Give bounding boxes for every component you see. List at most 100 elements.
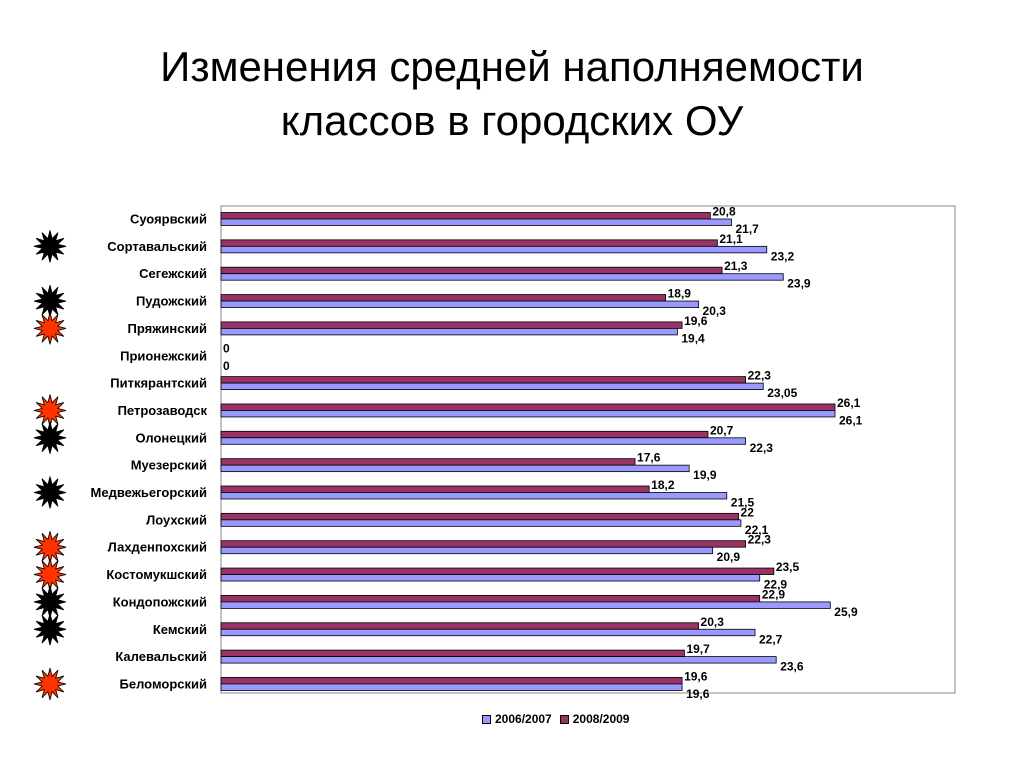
value-label-2006-2007: 22,7 <box>759 632 783 646</box>
black-star-marker-icon <box>33 285 67 318</box>
value-label-2006-2007: 21,5 <box>731 496 755 510</box>
bar-2008-2009 <box>220 540 747 548</box>
black-star-marker-icon <box>33 476 67 509</box>
black-star-marker-icon <box>33 230 67 263</box>
title-line-2: классов в городских ОУ <box>280 97 744 144</box>
value-label-2008-2009: 20,7 <box>710 423 734 437</box>
bar-2006-2007 <box>220 327 678 336</box>
bar-2006-2007 <box>220 546 714 555</box>
bar-2006-2007 <box>220 656 777 664</box>
bar-2008-2009 <box>220 512 739 521</box>
legend-label-2008: 2008/2009 <box>572 712 630 726</box>
bar-2008-2009 <box>220 403 836 411</box>
value-label-2006-2007: 20,3 <box>703 304 727 318</box>
category-label: Пряжинский <box>128 321 207 336</box>
category-label: Суоярвский <box>130 212 207 227</box>
category-label: Лоухский <box>146 512 207 527</box>
legend-swatch-2006 <box>482 714 491 724</box>
category-label: Петрозаводск <box>118 403 208 418</box>
bar-2008-2009 <box>220 677 683 685</box>
value-label-2008-2009: 21,1 <box>719 232 743 246</box>
value-label-2008-2009: 26,1 <box>837 396 861 410</box>
bar-2006-2007 <box>220 300 699 308</box>
bar-2008-2009 <box>220 458 636 466</box>
category-label: Олонецкий <box>135 430 207 445</box>
value-label-2008-2009: 22,3 <box>748 533 772 547</box>
value-label-2008-2009: 19,7 <box>686 642 710 656</box>
bar-2008-2009 <box>220 239 718 247</box>
bar-2006-2007 <box>220 601 831 609</box>
value-label-2008-2009: 18,9 <box>668 287 692 301</box>
category-label: Сегежский <box>139 266 207 281</box>
bar-2008-2009 <box>220 321 683 329</box>
red-star-marker-icon <box>33 667 67 701</box>
value-label-2008-2009: 23,5 <box>776 560 800 574</box>
legend-item-2008: 2008/2009 <box>559 712 630 726</box>
category-label: Муезерский <box>131 458 207 473</box>
value-label-2008-2009: 19,6 <box>684 669 708 683</box>
category-label: Лахденпохский <box>108 540 207 555</box>
bar-2008-2009 <box>220 430 709 439</box>
value-label-2006-2007: 23,6 <box>780 660 804 674</box>
value-label-2008-2009: 22,9 <box>762 587 786 601</box>
bar-2006-2007 <box>220 628 756 637</box>
bar-2008-2009 <box>220 212 711 220</box>
category-label: Медвежьегорский <box>91 485 207 500</box>
red-star-marker-icon <box>33 558 67 591</box>
category-label: Кондопожский <box>113 594 207 609</box>
value-label-2006-2007: 22,9 <box>764 578 788 592</box>
page-title: Изменения средней наполняемости классов … <box>0 40 1024 148</box>
value-label-2008-2009: 22,3 <box>748 369 772 383</box>
value-label-2006-2007: 19,4 <box>681 331 705 345</box>
value-label-2006-2007: 23,9 <box>787 277 811 291</box>
value-label-2006-2007: 26,1 <box>839 413 863 427</box>
bar-2006-2007 <box>220 382 764 391</box>
category-label: Сортавальский <box>107 239 207 254</box>
value-label-2006-2007: 20,9 <box>717 550 741 564</box>
black-star-marker-icon <box>33 613 67 646</box>
bar-2006-2007 <box>220 245 768 254</box>
value-label-2008-2009: 20,3 <box>701 615 725 629</box>
black-star-marker-icon <box>33 585 67 618</box>
bar-2006-2007 <box>220 273 784 281</box>
title-line-1: Изменения средней наполняемости <box>160 43 864 90</box>
plot-area-frame <box>220 205 956 694</box>
category-label: Кемский <box>153 622 207 637</box>
legend-label-2006: 2006/2007 <box>495 712 552 726</box>
red-star-marker-icon <box>33 531 67 564</box>
category-label: Костомукшский <box>106 567 207 582</box>
value-label-2006-2007: 23,05 <box>767 386 797 400</box>
category-label: Калевальский <box>115 649 207 664</box>
bar-2008-2009 <box>220 595 761 603</box>
legend-swatch-2008 <box>559 714 569 724</box>
red-star-marker-icon <box>33 394 67 427</box>
value-label-2006-2007: 19,6 <box>686 687 710 701</box>
value-label-2006-2007: 0 <box>223 359 230 373</box>
bar-2008-2009 <box>220 266 723 275</box>
value-label-2008-2009: 0 <box>223 341 230 355</box>
bar-2008-2009 <box>220 622 699 630</box>
value-label-2008-2009: 22 <box>741 505 755 519</box>
value-label-2008-2009: 21,3 <box>724 259 748 273</box>
bar-2006-2007 <box>220 437 747 445</box>
bar-2006-2007 <box>220 574 761 582</box>
bar-2006-2007 <box>220 492 728 500</box>
value-label-2006-2007: 23,2 <box>771 249 795 263</box>
value-label-2008-2009: 18,2 <box>651 478 675 492</box>
value-label-2008-2009: 20,8 <box>712 205 736 219</box>
bar-2008-2009 <box>220 294 667 302</box>
bar-2008-2009 <box>220 376 747 384</box>
value-label-2006-2007: 19,9 <box>693 468 717 482</box>
red-star-marker-icon <box>33 312 67 345</box>
category-label: Пудожский <box>136 294 207 309</box>
value-label-2006-2007: 21,7 <box>735 222 759 236</box>
value-label-2008-2009: 19,6 <box>684 314 708 328</box>
value-label-2006-2007: 22,3 <box>750 441 774 455</box>
category-label: Питкярантский <box>110 376 207 391</box>
category-label: Беломорский <box>120 676 207 691</box>
bar-2006-2007 <box>220 464 690 473</box>
bar-2008-2009 <box>220 485 650 493</box>
bar-2008-2009 <box>220 649 685 657</box>
value-label-2008-2009: 17,6 <box>637 451 661 465</box>
